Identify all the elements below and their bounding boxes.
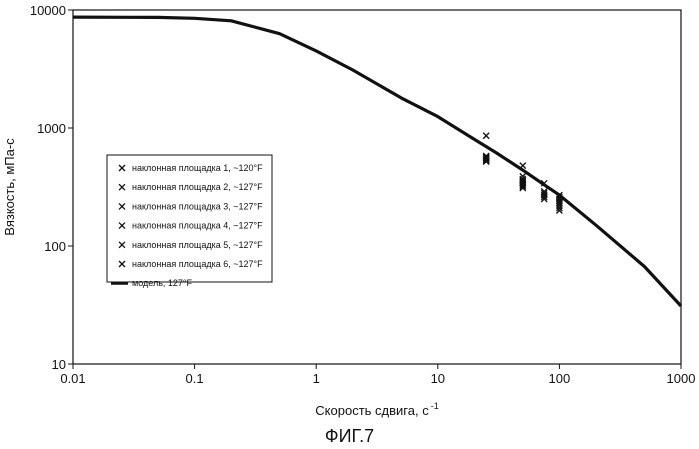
legend-item: наклонная площадка 1, ~120°F xyxy=(119,163,263,173)
x-tick-label: 1 xyxy=(313,371,320,386)
x-axis-title-text: Скорость сдвига, с xyxy=(315,403,429,418)
legend-label: наклонная площадка 6, ~127°F xyxy=(132,259,263,269)
legend-label: модель, 127°F xyxy=(132,278,193,288)
legend-label: наклонная площадка 2, ~127°F xyxy=(132,182,263,192)
legend-label: наклонная площадка 5, ~127°F xyxy=(132,240,263,250)
x-tick-label: 1000 xyxy=(667,371,696,386)
y-axis-title: Вязкость, мПа-с xyxy=(2,138,17,236)
data-points-layer xyxy=(483,133,562,214)
y-axis-ticks: 10 100 1000 10000 xyxy=(30,3,73,372)
legend-item: наклонная площадка 4, ~127°F xyxy=(119,221,263,231)
figure-caption: ФИГ.7 xyxy=(0,426,699,447)
y-tick-label: 10000 xyxy=(30,3,66,18)
legend-label: наклонная площадка 3, ~127°F xyxy=(132,201,263,211)
x-axis-title: Скорость сдвига, с-1 xyxy=(315,401,438,418)
x-tick-label: 0.1 xyxy=(186,371,204,386)
x-tick-label: 0.01 xyxy=(60,371,85,386)
legend-label: наклонная площадка 1, ~120°F xyxy=(132,163,263,173)
viscosity-chart: 0.01 0.1 1 10 100 1000 10 100 1000 10000 Вязкост… xyxy=(0,0,699,449)
legend-item: наклонная площадка 3, ~127°F xyxy=(119,201,263,211)
data-point-series-1 xyxy=(483,133,489,139)
y-tick-label: 1000 xyxy=(37,121,66,136)
x-tick-label: 10 xyxy=(431,371,445,386)
x-tick-label: 100 xyxy=(549,371,571,386)
legend-item: наклонная площадка 2, ~127°F xyxy=(119,182,263,192)
x-axis-ticks: 0.01 0.1 1 10 100 1000 xyxy=(60,364,695,386)
legend-label: наклонная площадка 4, ~127°F xyxy=(132,221,263,231)
y-tick-label: 100 xyxy=(44,239,66,254)
legend: наклонная площадка 1, ~120°F наклонная пл… xyxy=(107,155,272,288)
x-axis-title-exponent: -1 xyxy=(431,401,439,411)
data-point-series-1 xyxy=(520,163,526,169)
legend-item: наклонная площадка 6, ~127°F xyxy=(119,259,263,269)
y-tick-label: 10 xyxy=(52,357,66,372)
legend-item: наклонная площадка 5, ~127°F xyxy=(119,240,263,250)
